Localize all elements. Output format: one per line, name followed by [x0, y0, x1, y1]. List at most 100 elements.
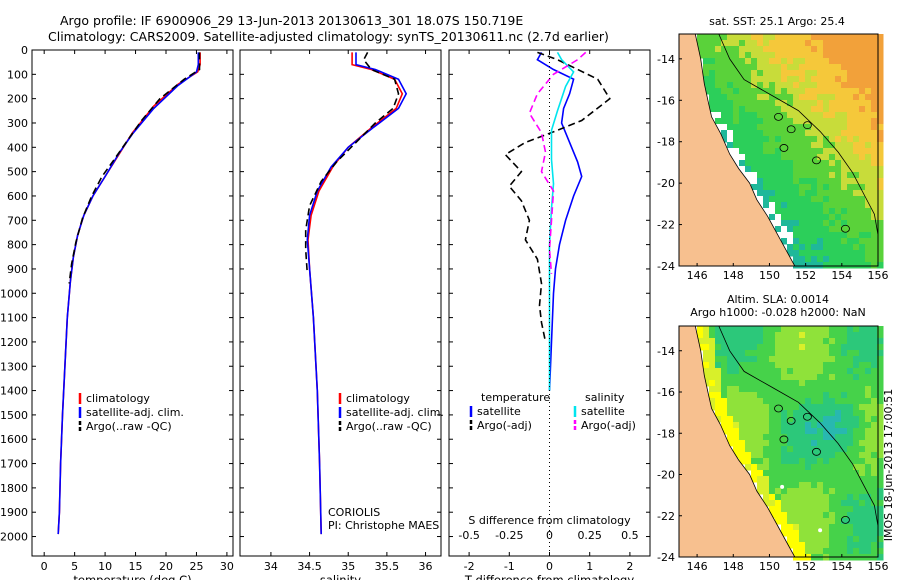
map-cell: [823, 70, 830, 77]
map-cell: [841, 518, 848, 525]
map-cell: [871, 494, 878, 501]
map-cell: [781, 452, 788, 459]
map-cell: [865, 256, 872, 263]
y-tick-label: 800: [7, 239, 28, 252]
map-cell: [757, 380, 764, 387]
map-cell: [805, 326, 812, 333]
map-cell: [703, 368, 710, 375]
map-cell: [847, 368, 854, 375]
map-cell: [751, 386, 758, 393]
map-cell: [721, 380, 728, 387]
map-cell: [805, 536, 812, 543]
map-cell: [835, 220, 842, 227]
map-cell: [739, 362, 746, 369]
map-cell: [811, 530, 818, 537]
map-cell: [709, 350, 716, 357]
map-cell: [877, 398, 884, 405]
map-cell: [859, 530, 866, 537]
map-cell: [871, 82, 878, 89]
map-cell: [775, 106, 782, 113]
map-cell: [859, 548, 866, 555]
map-cell: [865, 524, 872, 531]
map-cell: [721, 326, 728, 333]
salinity-panel: 34 34.5 35 35.5 36salinityclimatologysatelli…: [239, 49, 444, 580]
map-cell: [865, 160, 872, 167]
map-cell: [835, 226, 842, 233]
map-cell: [769, 172, 776, 179]
map-cell: [787, 172, 794, 179]
map-cell: [805, 446, 812, 453]
map-cell: [739, 154, 746, 161]
map-cell: [745, 464, 752, 471]
map-cell: [763, 488, 770, 495]
map-cell: [871, 190, 878, 197]
map-cell: [763, 350, 770, 357]
map-cell: [751, 112, 758, 119]
map-cell: [787, 250, 794, 257]
map-cell: [823, 88, 830, 95]
map-cell: [739, 380, 746, 387]
map-cell: [865, 470, 872, 477]
map-cell: [799, 422, 806, 429]
map-cell: [799, 392, 806, 399]
map-cell: [745, 368, 752, 375]
map-cell: [871, 386, 878, 393]
map-cell: [823, 250, 830, 257]
sla-map-subtitle: Argo h1000: -0.028 h2000: NaN: [690, 306, 866, 319]
map-cell: [799, 362, 806, 369]
y-tick-label: 1600: [0, 433, 28, 446]
map-cell: [715, 374, 722, 381]
x-tick-label: 5: [71, 560, 78, 573]
map-cell: [871, 512, 878, 519]
map-cell: [805, 244, 812, 251]
y-tick-label: 1500: [0, 409, 28, 422]
map-cell: [775, 220, 782, 227]
map-cell: [865, 208, 872, 215]
reef-contour: [786, 125, 796, 134]
map-cell: [805, 178, 812, 185]
map-cell: [787, 368, 794, 375]
map-cell: [799, 350, 806, 357]
map-cell: [805, 124, 812, 131]
map-cell: [835, 112, 842, 119]
map-cell: [787, 398, 794, 405]
map-cell: [853, 518, 860, 525]
map-cell: [727, 362, 734, 369]
map-cell: [793, 536, 800, 543]
map-cell: [799, 410, 806, 417]
map-cell: [757, 52, 764, 59]
map-cell: [853, 166, 860, 173]
map-cell: [841, 238, 848, 245]
map-cell: [847, 184, 854, 191]
map-cell: [811, 256, 818, 263]
map-cell: [793, 34, 800, 41]
map-cell: [877, 356, 884, 363]
map-cell: [769, 214, 776, 221]
map-cell: [703, 338, 710, 345]
map-cell: [835, 542, 842, 549]
map-x-tick-label: 154: [831, 269, 852, 282]
map-cell: [871, 476, 878, 483]
map-cell: [805, 46, 812, 53]
map-cell: [871, 142, 878, 149]
map-cell: [823, 476, 830, 483]
map-cell: [751, 76, 758, 83]
map-cell: [865, 344, 872, 351]
map-cell: [853, 34, 860, 41]
map-x-tick-label: 148: [723, 560, 744, 573]
map-cell: [847, 196, 854, 203]
map-cell: [787, 238, 794, 245]
map-cell: [823, 458, 830, 465]
map-cell: [859, 160, 866, 167]
map-cell: [853, 494, 860, 501]
map-x-tick-label: 150: [759, 269, 780, 282]
map-cell: [793, 512, 800, 519]
map-cell: [727, 148, 734, 155]
map-cell: [817, 380, 824, 387]
map-cell: [751, 88, 758, 95]
map-cell: [835, 434, 842, 441]
map-cell: [775, 214, 782, 221]
map-cell: [745, 118, 752, 125]
map-cell: [715, 118, 722, 125]
map-cell: [865, 244, 872, 251]
